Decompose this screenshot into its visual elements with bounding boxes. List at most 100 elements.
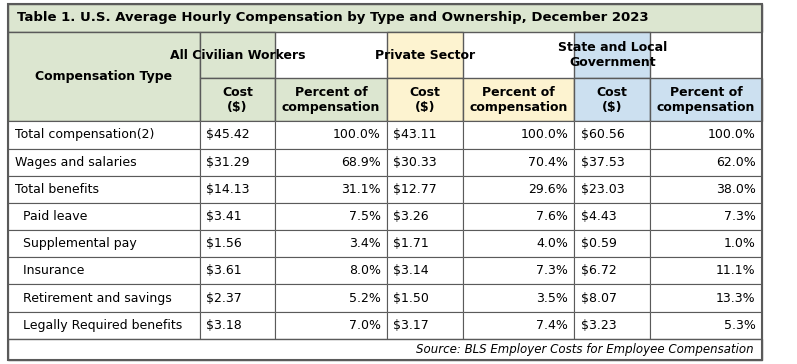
FancyBboxPatch shape <box>8 203 199 230</box>
Bar <box>650 121 762 149</box>
Bar <box>387 149 463 176</box>
FancyBboxPatch shape <box>575 32 650 78</box>
Text: Wages and salaries: Wages and salaries <box>15 155 137 169</box>
Bar <box>650 203 762 230</box>
FancyBboxPatch shape <box>276 284 387 312</box>
FancyBboxPatch shape <box>575 121 650 149</box>
Bar <box>463 257 575 284</box>
Bar <box>463 203 575 230</box>
Bar <box>387 121 463 149</box>
Text: 3.5%: 3.5% <box>536 292 568 305</box>
Text: $4.43: $4.43 <box>580 210 616 223</box>
FancyBboxPatch shape <box>463 121 575 149</box>
Bar <box>276 203 387 230</box>
Text: $43.11: $43.11 <box>393 128 437 142</box>
FancyBboxPatch shape <box>650 78 762 121</box>
Bar <box>276 284 387 312</box>
FancyBboxPatch shape <box>575 78 650 121</box>
Text: $45.42: $45.42 <box>206 128 249 142</box>
Bar <box>8 257 199 284</box>
Bar <box>387 32 463 78</box>
Text: $0.59: $0.59 <box>580 237 616 250</box>
Bar <box>463 176 575 203</box>
Text: Paid leave: Paid leave <box>15 210 88 223</box>
Text: $37.53: $37.53 <box>580 155 624 169</box>
Text: $3.23: $3.23 <box>580 319 616 332</box>
Bar <box>650 176 762 203</box>
Bar <box>650 230 762 257</box>
FancyBboxPatch shape <box>276 149 387 176</box>
Bar <box>199 78 276 121</box>
Bar <box>463 230 575 257</box>
FancyBboxPatch shape <box>463 78 575 121</box>
Text: $1.50: $1.50 <box>393 292 429 305</box>
Bar <box>575 312 650 339</box>
Text: 38.0%: 38.0% <box>716 183 756 196</box>
Text: Total benefits: Total benefits <box>15 183 100 196</box>
Text: Total compensation(2): Total compensation(2) <box>15 128 155 142</box>
Bar <box>8 176 199 203</box>
FancyBboxPatch shape <box>575 203 650 230</box>
Bar <box>199 32 276 78</box>
Text: $2.37: $2.37 <box>206 292 241 305</box>
Bar <box>650 312 762 339</box>
Text: 7.4%: 7.4% <box>536 319 568 332</box>
Bar <box>8 312 199 339</box>
Text: $1.71: $1.71 <box>393 237 429 250</box>
Bar <box>575 203 650 230</box>
FancyBboxPatch shape <box>276 78 387 121</box>
Text: $3.18: $3.18 <box>206 319 241 332</box>
FancyBboxPatch shape <box>387 257 463 284</box>
Text: Source: BLS Employer Costs for Employee Compensation: Source: BLS Employer Costs for Employee … <box>417 343 754 356</box>
FancyBboxPatch shape <box>199 257 276 284</box>
Text: Legally Required benefits: Legally Required benefits <box>15 319 183 332</box>
Bar <box>650 257 762 284</box>
FancyBboxPatch shape <box>575 312 650 339</box>
FancyBboxPatch shape <box>650 284 762 312</box>
Bar <box>8 339 762 360</box>
Bar <box>575 257 650 284</box>
FancyBboxPatch shape <box>463 284 575 312</box>
Bar <box>575 230 650 257</box>
Text: $30.33: $30.33 <box>393 155 437 169</box>
Text: Compensation Type: Compensation Type <box>35 70 172 83</box>
Bar <box>8 203 199 230</box>
Text: 5.2%: 5.2% <box>349 292 381 305</box>
Bar <box>199 312 276 339</box>
FancyBboxPatch shape <box>387 149 463 176</box>
Bar <box>387 176 463 203</box>
Text: 31.1%: 31.1% <box>341 183 381 196</box>
FancyBboxPatch shape <box>276 257 387 284</box>
FancyBboxPatch shape <box>8 121 199 149</box>
FancyBboxPatch shape <box>387 284 463 312</box>
FancyBboxPatch shape <box>276 176 387 203</box>
Text: 7.5%: 7.5% <box>349 210 381 223</box>
Text: $3.26: $3.26 <box>393 210 429 223</box>
Text: $3.61: $3.61 <box>206 264 241 277</box>
FancyBboxPatch shape <box>463 149 575 176</box>
Text: $6.72: $6.72 <box>580 264 616 277</box>
FancyBboxPatch shape <box>575 149 650 176</box>
Text: 8.0%: 8.0% <box>349 264 381 277</box>
Bar <box>575 121 650 149</box>
Text: 100.0%: 100.0% <box>520 128 568 142</box>
FancyBboxPatch shape <box>650 312 762 339</box>
FancyBboxPatch shape <box>575 284 650 312</box>
Bar <box>387 230 463 257</box>
Bar <box>8 4 762 32</box>
Text: 7.0%: 7.0% <box>349 319 381 332</box>
Text: 5.3%: 5.3% <box>724 319 756 332</box>
FancyBboxPatch shape <box>8 339 762 360</box>
Text: 1.0%: 1.0% <box>724 237 756 250</box>
Text: 68.9%: 68.9% <box>341 155 381 169</box>
Text: $3.41: $3.41 <box>206 210 241 223</box>
FancyBboxPatch shape <box>8 284 199 312</box>
Text: 62.0%: 62.0% <box>716 155 756 169</box>
Bar <box>276 257 387 284</box>
FancyBboxPatch shape <box>650 149 762 176</box>
FancyBboxPatch shape <box>199 149 276 176</box>
Bar <box>387 284 463 312</box>
FancyBboxPatch shape <box>8 32 199 121</box>
Text: 29.6%: 29.6% <box>528 183 568 196</box>
Bar <box>575 32 650 78</box>
